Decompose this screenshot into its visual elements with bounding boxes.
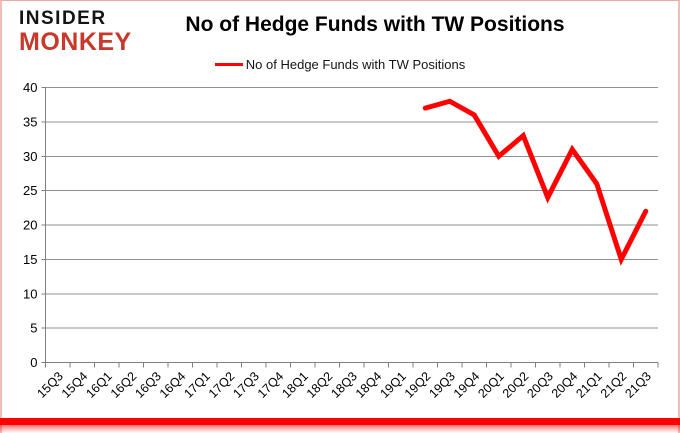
y-axis-label: 5	[30, 321, 37, 336]
x-axis-label: 16Q4	[157, 369, 189, 401]
y-axis-label: 10	[23, 286, 37, 301]
x-axis-label: 17Q2	[206, 369, 238, 401]
logo-line1: INSIDER	[19, 8, 107, 29]
x-axis-label: 17Q4	[255, 369, 287, 401]
y-axis-label: 25	[23, 183, 37, 198]
chart-title: No of Hedge Funds with TW Positions	[185, 13, 565, 36]
x-axis-label: 20Q1	[475, 369, 507, 401]
bottom-accent-bar	[0, 418, 680, 425]
x-axis-label: 16Q3	[132, 369, 164, 401]
bottom-accent-glow	[0, 425, 680, 433]
legend-label: No of Hedge Funds with TW Positions	[245, 57, 466, 72]
x-axis-label: 21Q1	[573, 369, 605, 401]
y-axis-label: 40	[23, 80, 37, 95]
x-axis-label: 16Q2	[108, 369, 140, 401]
series-line	[422, 98, 649, 266]
x-axis-label: 18Q2	[304, 369, 336, 401]
y-axis-label: 15	[23, 252, 37, 267]
y-axis-label: 30	[23, 149, 37, 164]
x-axis-label: 16Q1	[83, 369, 115, 401]
insider-monkey-logo: INSIDER MONKEY	[19, 9, 132, 55]
x-axis-label: 20Q4	[549, 369, 581, 401]
x-axis-label: 18Q3	[328, 369, 360, 401]
x-axis-label: 15Q3	[34, 369, 66, 401]
y-axis-label: 35	[23, 114, 37, 129]
line-chart: 0 5 10 15 20 25 30 35 40 15Q315Q416Q116Q216Q316Q4…	[23, 80, 659, 401]
x-axis-label: 20Q3	[524, 369, 556, 401]
legend: No of Hedge Funds with TW Positions	[0, 57, 680, 72]
x-axis-label: 18Q1	[279, 369, 311, 401]
x-axis-label: 21Q2	[598, 369, 630, 401]
x-axis-label: 15Q4	[59, 369, 91, 401]
x-axis-label: 19Q2	[402, 369, 434, 401]
x-axis-label: 20Q2	[500, 369, 532, 401]
x-axis-label: 17Q1	[181, 369, 213, 401]
x-axis-label: 21Q3	[622, 369, 654, 401]
legend-line-swatch	[214, 63, 243, 66]
y-axis-label: 0	[30, 355, 37, 370]
x-axis-label: 19Q1	[377, 369, 409, 401]
x-axis-label: 17Q3	[230, 369, 262, 401]
logo-line2: MONKEY	[19, 28, 132, 56]
x-axis-label: 19Q3	[426, 369, 458, 401]
y-axis-label: 20	[23, 218, 37, 233]
x-axis-label: 19Q4	[451, 369, 483, 401]
x-axis-label: 18Q4	[353, 369, 385, 401]
